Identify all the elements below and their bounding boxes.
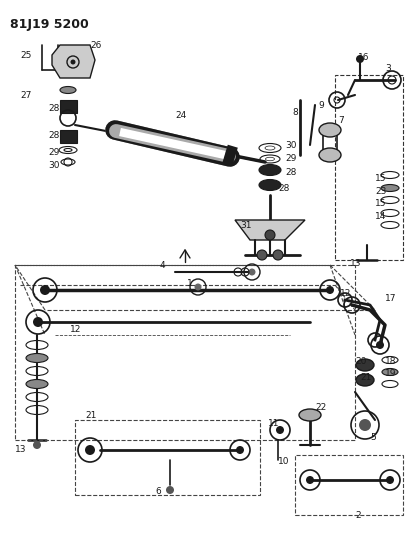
- Circle shape: [272, 250, 282, 260]
- Text: 31: 31: [239, 221, 251, 230]
- Ellipse shape: [298, 409, 320, 421]
- Bar: [75, 420, 259, 495]
- Text: 30: 30: [284, 141, 296, 149]
- Text: 18: 18: [384, 358, 396, 367]
- Text: 28: 28: [284, 167, 296, 176]
- Circle shape: [305, 476, 313, 484]
- Bar: [15, 265, 354, 440]
- Text: 12: 12: [339, 288, 350, 297]
- Text: 27: 27: [20, 91, 31, 100]
- Bar: [294, 455, 402, 515]
- Text: 4: 4: [160, 261, 165, 270]
- Text: 6: 6: [155, 488, 160, 497]
- Text: 7: 7: [337, 116, 343, 125]
- Text: 28: 28: [277, 183, 289, 192]
- Circle shape: [375, 341, 383, 349]
- Ellipse shape: [26, 379, 48, 389]
- Ellipse shape: [258, 165, 280, 175]
- Circle shape: [166, 486, 174, 494]
- Text: 3: 3: [384, 63, 390, 72]
- Text: 23: 23: [374, 187, 386, 196]
- Bar: [60, 130, 77, 143]
- Text: 26: 26: [90, 41, 101, 50]
- Ellipse shape: [60, 86, 76, 93]
- Text: 9: 9: [317, 101, 323, 109]
- Ellipse shape: [26, 353, 48, 362]
- Circle shape: [40, 285, 50, 295]
- Circle shape: [33, 441, 41, 449]
- Ellipse shape: [355, 374, 373, 386]
- Circle shape: [385, 476, 393, 484]
- Circle shape: [70, 60, 75, 64]
- Text: 1: 1: [187, 279, 192, 287]
- Circle shape: [85, 445, 95, 455]
- Text: 30: 30: [48, 160, 60, 169]
- Text: 15: 15: [374, 174, 386, 182]
- Text: 13: 13: [15, 446, 26, 455]
- Text: 14: 14: [374, 212, 386, 221]
- Text: 28: 28: [48, 131, 59, 140]
- Polygon shape: [52, 45, 95, 78]
- Text: 17: 17: [384, 294, 396, 303]
- Circle shape: [355, 55, 363, 63]
- Polygon shape: [234, 220, 304, 240]
- Bar: [334, 75, 402, 260]
- Bar: [60, 100, 77, 113]
- Ellipse shape: [381, 368, 397, 376]
- Text: 81J19 5200: 81J19 5200: [10, 18, 89, 31]
- Text: 24: 24: [175, 110, 186, 119]
- Text: 13: 13: [349, 259, 360, 268]
- Text: 10: 10: [277, 457, 289, 466]
- Text: 8: 8: [291, 108, 297, 117]
- Text: 25: 25: [20, 51, 31, 60]
- Circle shape: [33, 317, 43, 327]
- Text: 21: 21: [359, 374, 371, 383]
- Circle shape: [358, 419, 370, 431]
- Ellipse shape: [318, 148, 340, 162]
- Circle shape: [235, 446, 243, 454]
- Ellipse shape: [258, 180, 280, 190]
- Ellipse shape: [380, 184, 398, 191]
- Text: 15: 15: [374, 198, 386, 207]
- Circle shape: [256, 250, 266, 260]
- Text: 28: 28: [48, 103, 59, 112]
- Circle shape: [275, 426, 284, 434]
- Text: 16: 16: [357, 52, 369, 61]
- Text: 21: 21: [85, 410, 96, 419]
- Ellipse shape: [318, 123, 340, 137]
- Circle shape: [325, 286, 333, 294]
- Text: 11: 11: [267, 418, 279, 427]
- Text: 5: 5: [369, 432, 375, 441]
- Text: 29: 29: [284, 154, 296, 163]
- Text: 12: 12: [70, 326, 81, 335]
- Text: 22: 22: [314, 402, 326, 411]
- Circle shape: [264, 230, 274, 240]
- Ellipse shape: [355, 359, 373, 371]
- Text: 2: 2: [354, 511, 360, 520]
- Text: 29: 29: [48, 148, 59, 157]
- Circle shape: [194, 284, 201, 290]
- Text: 20: 20: [354, 358, 365, 367]
- Circle shape: [248, 269, 255, 276]
- Text: 19: 19: [384, 369, 396, 378]
